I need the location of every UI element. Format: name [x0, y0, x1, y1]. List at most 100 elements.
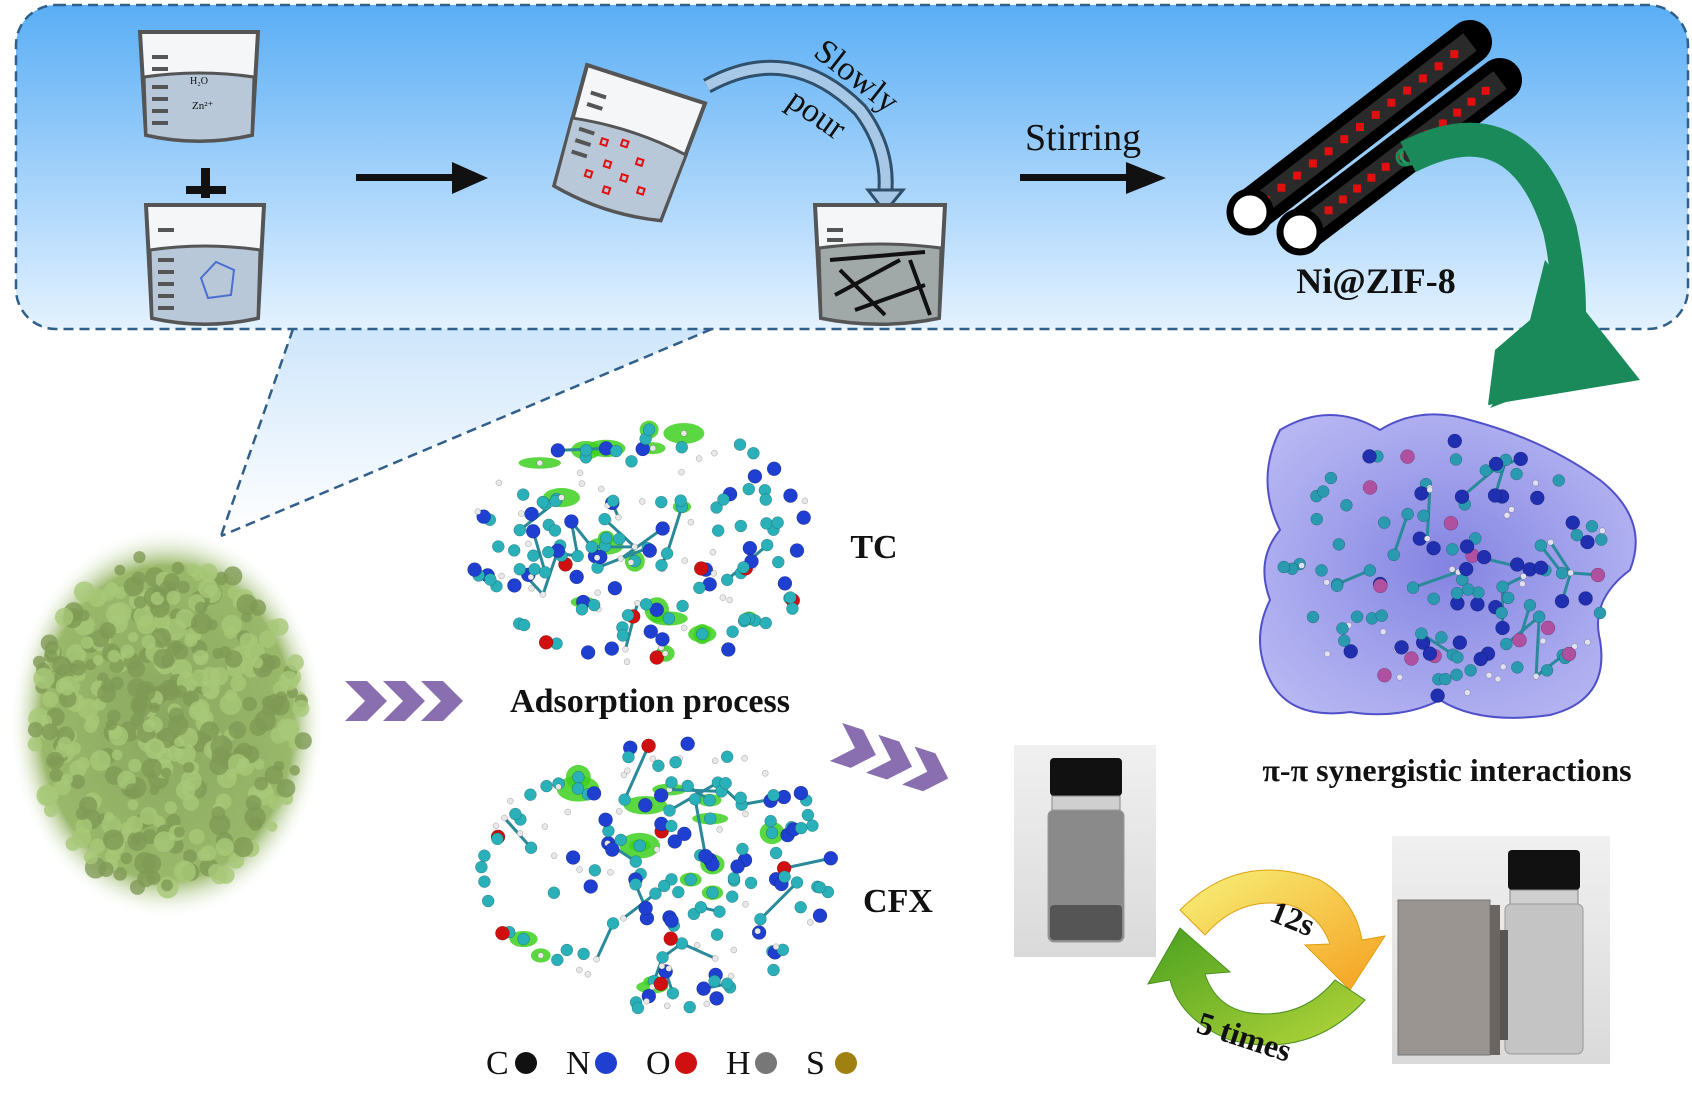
oxygen-atom	[653, 976, 669, 992]
sem-grain	[287, 654, 304, 671]
hydrogen-atom	[1448, 566, 1456, 573]
hydrogen-atom	[703, 1000, 711, 1008]
sem-grain	[171, 561, 185, 575]
hydrogen-atom	[681, 557, 688, 564]
sem-grain	[136, 614, 156, 635]
carbon-atom	[524, 788, 537, 801]
carbon-atom	[703, 812, 717, 825]
nitrogen-atom	[766, 461, 782, 477]
chevron-icon	[345, 681, 387, 721]
ni-particle	[1450, 50, 1459, 59]
hydrogen-atom	[1571, 643, 1578, 650]
ni-zif8-nanotubes	[1226, 20, 1522, 256]
carbon-atom	[764, 814, 777, 828]
hydrogen-atom	[1567, 569, 1574, 577]
nitrogen-atom	[812, 908, 828, 923]
sem-grain	[44, 803, 58, 818]
sem-grain	[128, 758, 142, 773]
carbon-atom	[1451, 651, 1464, 664]
carbon-atom	[478, 849, 491, 862]
carbon-atom	[674, 494, 687, 507]
synthesis-panel	[14, 3, 1690, 331]
hydrogen-atom	[772, 943, 780, 950]
carbon-atom	[720, 977, 734, 990]
sem-grain	[33, 667, 55, 689]
carbon-atom	[665, 819, 678, 833]
carbon-atom	[675, 440, 689, 454]
carbon-atom	[551, 953, 564, 967]
zinc-solution-beaker: Zn²⁺ H₂O	[137, 30, 261, 143]
ni-particle	[1340, 135, 1349, 144]
bond	[783, 856, 832, 870]
nitrogen-atom	[1447, 433, 1463, 449]
arrow-stirring	[1020, 162, 1166, 194]
carbon-atom	[1495, 606, 1508, 620]
hydrogen-atom	[665, 965, 673, 972]
sem-grain	[153, 831, 175, 853]
carbon-atom	[736, 842, 749, 856]
arrow-mix	[356, 162, 488, 194]
carbon-atom	[1415, 627, 1428, 640]
carbon-atom	[708, 974, 721, 988]
hydrogen-atom	[607, 868, 614, 876]
sem-grain	[251, 656, 264, 669]
sem-grain	[276, 778, 296, 798]
carbon-atom	[613, 532, 626, 545]
sem-grain	[198, 578, 218, 598]
nitrogen-atom	[1426, 540, 1441, 556]
sem-grain	[44, 649, 58, 663]
hydrogen-atom	[643, 997, 650, 1005]
carbon-atom	[585, 540, 598, 554]
cfx-label: CFX	[863, 883, 933, 920]
carbon-atom	[606, 494, 620, 508]
carbon-atom	[1523, 599, 1537, 612]
carbon-atom	[1375, 609, 1389, 622]
carbon-atom	[1435, 631, 1448, 644]
legend-symbol: H	[726, 1045, 751, 1082]
sem-grain	[55, 607, 74, 627]
hydrogen-atom	[627, 559, 635, 566]
hydrogen-atom	[631, 543, 638, 551]
carbon-atom	[672, 885, 685, 899]
ni-particle	[1338, 195, 1347, 204]
sem-grain	[38, 785, 59, 806]
nitrogen-atom	[1394, 640, 1409, 655]
carbon-atom	[669, 755, 682, 769]
carbon-atom	[720, 750, 734, 764]
carbon-atom	[786, 602, 799, 615]
sem-grain	[70, 774, 86, 790]
sem-grain	[273, 760, 285, 772]
sem-grain	[103, 829, 124, 851]
carbon-atom	[629, 878, 642, 891]
hydrogen-atom	[555, 783, 562, 791]
stirring-beaker	[812, 203, 948, 326]
carbon-atom	[813, 881, 826, 894]
bond	[531, 530, 547, 573]
hydrogen-atom	[741, 755, 748, 762]
sem-grain	[127, 631, 139, 643]
ni-particle	[1418, 74, 1427, 83]
sem-grain	[209, 813, 231, 836]
carbon-atom	[675, 937, 689, 950]
sem-grain	[166, 813, 181, 829]
nitrogen-atom	[1476, 549, 1492, 565]
hydrogen-atom	[1464, 689, 1471, 696]
sem-grain	[99, 622, 117, 640]
carbon-atom	[1496, 580, 1509, 594]
sem-grain	[142, 828, 158, 845]
nitrogen-atom	[655, 632, 670, 647]
nitrogen-atom	[653, 788, 669, 803]
sem-grain	[164, 801, 178, 814]
sem-grain	[184, 633, 198, 647]
carbon-atom	[1377, 516, 1391, 529]
carbon-atom	[528, 562, 541, 576]
sem-grain	[133, 596, 147, 609]
sem-grain	[52, 656, 72, 676]
carbon-atom	[1511, 661, 1524, 674]
sem-grain	[168, 707, 185, 723]
hydrogen-atom	[1508, 506, 1515, 513]
carbon-atom	[765, 826, 779, 840]
sem-grain	[227, 586, 242, 600]
carbon-atom	[542, 545, 555, 559]
hydrogen-atom	[693, 942, 701, 949]
